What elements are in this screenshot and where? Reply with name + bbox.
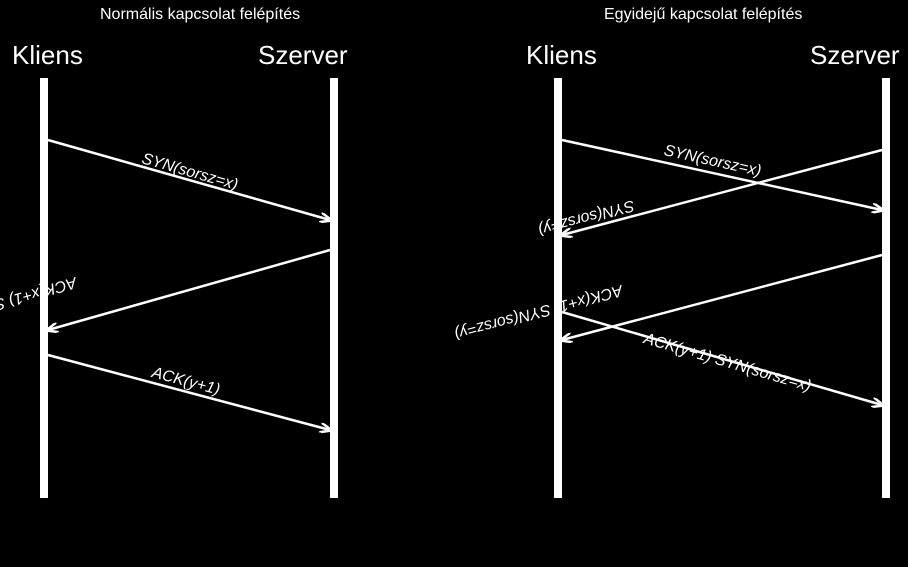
message-label: SYN(sorsz=y) (536, 195, 636, 238)
message-arrow (48, 355, 330, 430)
right-arrows-overlay (454, 0, 908, 567)
server-lifeline (330, 78, 338, 498)
diagram-container: Normális kapcsolat felépítés Kliens Szer… (0, 0, 908, 567)
client-lifeline (554, 78, 562, 498)
right-title: Egyidejű kapcsolat felépítés (604, 6, 802, 24)
server-lifeline (882, 78, 890, 498)
message-arrow (48, 250, 330, 330)
server-label: Szerver (810, 40, 900, 71)
message-label: SYN(sorsz=x) (662, 142, 763, 181)
client-label: Kliens (526, 40, 597, 71)
message-label: ACK(y+1) SYN(sorsz=x) (641, 330, 813, 396)
message-label: ACK(x+1) SYN(sorsz=y) (452, 280, 624, 342)
message-arrow (562, 140, 882, 210)
server-label: Szerver (258, 40, 348, 71)
message-label: ACK(y+1) (150, 364, 222, 399)
client-label: Kliens (12, 40, 83, 71)
message-label: SYN(sorsz=x) (140, 150, 240, 194)
left-panel: Normális kapcsolat felépítés Kliens Szer… (0, 0, 454, 567)
left-title: Normális kapcsolat felépítés (100, 6, 300, 24)
right-panel: Egyidejű kapcsolat felépítés Kliens Szer… (454, 0, 908, 567)
